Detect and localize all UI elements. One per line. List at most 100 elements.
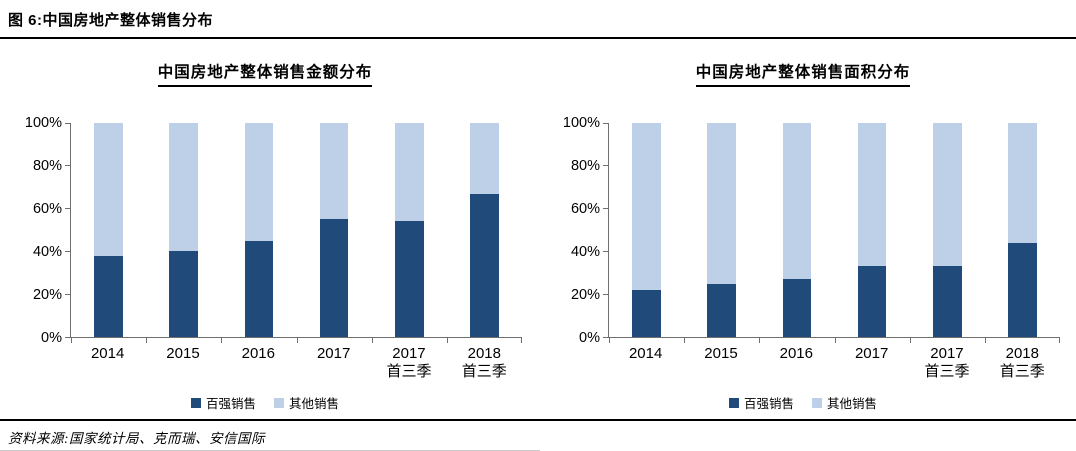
bar-segment-other-sales: [1008, 123, 1037, 243]
stacked-bar: [169, 123, 199, 337]
bar-segment-top100-sales: [394, 221, 424, 337]
y-axis-tick: [603, 122, 609, 124]
chart-title: 中国房地产整体销售金额分布: [157, 60, 373, 87]
bar-segment-other-sales: [244, 123, 274, 241]
legend-item: 百强销售: [190, 393, 256, 412]
x-axis-label: 2017 首三季: [924, 345, 970, 380]
charts-row: 中国房地产整体销售金额分布 100% 80% 60% 40% 20% 0% 2014 201…: [0, 39, 1076, 419]
legend-item: 百强销售: [728, 393, 794, 412]
x-axis-label: 2014: [628, 345, 663, 362]
bar-segment-other-sales: [707, 123, 737, 284]
chart-title: 中国房地产整体销售面积分布: [695, 60, 911, 87]
bar-segment-top100-sales: [782, 279, 812, 337]
bar-slot: [221, 123, 296, 337]
y-axis-tick: [65, 293, 71, 295]
y-axis-label: 20%: [570, 287, 600, 303]
x-axis-label: 2017 首三季: [386, 345, 432, 380]
x-axis-tick: [984, 338, 986, 343]
legend-swatch: [274, 397, 284, 408]
bar-segment-top100-sales: [707, 283, 737, 337]
legend-label: 百强销售: [205, 397, 256, 411]
x-axis-label: 2016: [241, 345, 275, 362]
bar-segment-other-sales: [319, 123, 349, 220]
x-axis-tick: [521, 338, 522, 343]
stacked-bar: [1008, 123, 1037, 337]
bar-segment-top100-sales: [470, 193, 499, 337]
x-axis-tick: [296, 338, 298, 343]
y-axis-tick: [65, 122, 71, 124]
y-axis-label: 40%: [570, 244, 600, 260]
x-axis-label: 2014: [90, 345, 125, 362]
stacked-bar: [94, 123, 123, 337]
bar-slot: [146, 123, 221, 337]
y-axis-label: 0%: [41, 330, 62, 346]
bar-segment-top100-sales: [632, 289, 661, 337]
legend-item: 其他销售: [274, 393, 339, 412]
stacked-bar: [632, 123, 661, 337]
bar-segment-other-sales: [632, 123, 661, 290]
bar-slot: [297, 123, 372, 337]
figure-title: 图 6:中国房地产整体销售分布: [0, 0, 1076, 39]
bar-segment-top100-sales: [932, 266, 962, 337]
stacked-bar: [782, 123, 812, 337]
bar-segment-top100-sales: [1008, 242, 1037, 337]
legend-label: 百强销售: [743, 397, 794, 411]
x-axis-tick: [1059, 338, 1060, 343]
x-axis-tick: [909, 338, 911, 343]
stacked-bar: [932, 123, 962, 337]
chart-legend: 百强销售 其他销售: [546, 393, 1060, 412]
bar-segment-other-sales: [782, 123, 812, 280]
legend-swatch: [728, 397, 739, 408]
y-axis-label: 80%: [570, 158, 600, 174]
bar-segment-top100-sales: [857, 266, 887, 337]
x-axis-label: 2016: [779, 345, 813, 362]
y-axis: 100% 80% 60% 40% 20% 0%: [8, 115, 70, 346]
y-axis-label: 60%: [570, 201, 600, 217]
y-axis-tick: [603, 208, 609, 210]
x-axis-labels: 2014 2015 2016 2017 2017 首三季 2018 首三季: [608, 345, 1060, 381]
bar-segment-other-sales: [857, 123, 887, 267]
figure-footer: 资料来源:国家统计局、克而瑞、安信国际: [0, 419, 1076, 451]
x-axis-labels: 2014 2015 2016 2017 2017 首三季 2018 首三季: [70, 345, 522, 381]
x-axis-tick: [71, 338, 72, 343]
bar-slot: [372, 123, 447, 337]
stacked-bar: [707, 123, 737, 337]
chart-sales-amount: 中国房地产整体销售金额分布 100% 80% 60% 40% 20% 0% 2014 201…: [0, 39, 538, 419]
bar-slot: [609, 123, 684, 337]
x-axis-label: 2017: [854, 345, 889, 362]
plot-area: [603, 122, 1060, 343]
chart-legend: 百强销售 其他销售: [8, 393, 522, 412]
bar-segment-top100-sales: [94, 255, 123, 337]
y-axis-tick: [603, 165, 609, 167]
bar-segment-top100-sales: [319, 219, 349, 337]
bar-slot: [71, 123, 146, 337]
y-axis-tick: [603, 250, 609, 252]
x-axis-tick: [146, 338, 148, 343]
y-axis-label: 0%: [579, 330, 600, 346]
bar-slot: [910, 123, 985, 337]
x-axis-label: 2018 首三季: [999, 345, 1045, 380]
bar-slot: [759, 123, 834, 337]
bar-segment-other-sales: [94, 123, 123, 256]
y-axis-tick: [65, 336, 71, 338]
source-note: 资料来源:国家统计局、克而瑞、安信国际: [8, 431, 265, 446]
y-axis-label: 60%: [32, 201, 62, 217]
bar-segment-other-sales: [932, 123, 962, 267]
legend-item: 其他销售: [812, 393, 877, 412]
bar-segment-other-sales: [470, 123, 499, 194]
bar-segment-top100-sales: [244, 240, 274, 337]
y-axis-tick: [65, 250, 71, 252]
y-axis-label: 100%: [24, 115, 62, 131]
x-axis-tick: [221, 338, 223, 343]
y-axis-label: 20%: [32, 287, 62, 303]
y-axis-tick: [603, 336, 609, 338]
bar-slot: [985, 123, 1060, 337]
y-axis-tick: [603, 293, 609, 295]
bar-segment-other-sales: [169, 123, 199, 252]
legend-swatch: [190, 397, 201, 408]
y-axis-label: 80%: [32, 158, 62, 174]
plot-area: [65, 122, 522, 343]
y-axis-label: 40%: [32, 244, 62, 260]
x-axis-tick: [371, 338, 373, 343]
